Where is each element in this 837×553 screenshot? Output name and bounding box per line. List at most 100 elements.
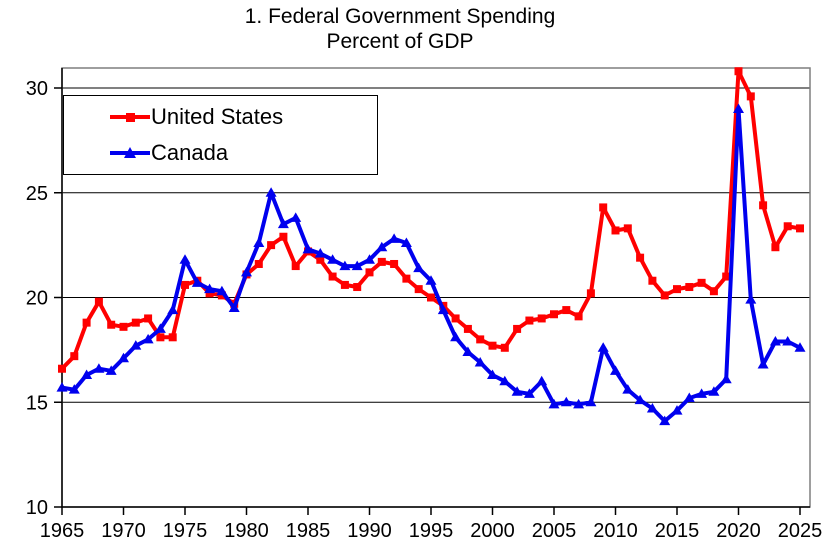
x-tick-label-1995: 1995: [409, 520, 454, 542]
x-tick-label-2025: 2025: [778, 520, 823, 542]
us-marker-1983: [279, 232, 288, 241]
canada-marker-2005: [548, 398, 560, 409]
us-marker-2015: [673, 285, 681, 294]
canada-marker-1979: [228, 302, 240, 312]
canada-marker-2021: [745, 294, 757, 304]
us-series-marker-icon: [110, 107, 150, 127]
canada-marker-2008: [585, 396, 597, 407]
canada-marker-2002: [511, 386, 523, 396]
canada-marker-2006: [560, 396, 572, 407]
us-marker-2001: [500, 343, 509, 352]
canada-marker-2003: [523, 388, 535, 398]
us-marker-1995: [427, 293, 435, 302]
canada-marker-2011: [622, 384, 634, 394]
legend-item-united-states: United States: [64, 99, 377, 135]
canada-marker-1971: [130, 340, 142, 350]
canada-marker-2023: [769, 335, 781, 346]
canada-marker-2009: [597, 342, 609, 352]
canada-marker-1980: [241, 266, 252, 277]
y-tick-label-15: 15: [26, 392, 48, 414]
canada-marker-1996: [437, 304, 449, 315]
us-marker-1989: [353, 283, 362, 292]
canada-marker-1969: [105, 365, 117, 375]
x-tick-label-1975: 1975: [163, 520, 208, 542]
canada-marker-1972: [142, 333, 154, 344]
canada-marker-2013: [646, 403, 658, 413]
us-marker-1977: [205, 289, 214, 298]
us-marker-2017: [697, 278, 706, 287]
us-marker-1998: [463, 324, 472, 333]
y-tick-label-10: 10: [26, 497, 48, 519]
us-marker-2025: [796, 224, 804, 233]
legend-label-canada: Canada: [151, 140, 229, 165]
us-marker-2005: [550, 310, 558, 319]
x-tick-label-1985: 1985: [286, 520, 331, 542]
us-marker-1971: [131, 318, 140, 327]
canada-marker-1997: [450, 331, 462, 342]
us-marker-1978: [217, 291, 226, 300]
canada-marker-2017: [696, 388, 708, 398]
us-marker-2020: [734, 67, 743, 76]
canada-marker-1989: [351, 260, 363, 271]
legend-item-canada: Canada: [64, 135, 377, 171]
canada-marker-2020: [733, 103, 744, 113]
canada-marker-2004: [536, 375, 548, 386]
canada-marker-2018: [708, 386, 720, 396]
us-marker-1975: [181, 280, 189, 289]
canada-marker-1999: [474, 356, 486, 367]
us-marker-1984: [291, 262, 300, 271]
canada-marker-1965: [56, 382, 68, 392]
us-marker-2004: [537, 314, 546, 323]
us-marker-2007: [574, 312, 583, 321]
canada-marker-1987: [327, 254, 339, 264]
us-marker-2003: [525, 316, 534, 325]
x-tick-label-1990: 1990: [347, 520, 392, 542]
canada-marker-1984: [290, 212, 302, 222]
canada-marker-1993: [400, 237, 412, 248]
us-marker-1981: [254, 259, 263, 268]
us-marker-1994: [414, 285, 423, 294]
us-marker-1974: [168, 333, 177, 342]
canada-marker-2010: [610, 365, 621, 375]
chart-subtitle: Percent of GDP: [326, 30, 474, 53]
y-tick-label-30: 30: [26, 78, 48, 100]
x-tick-label-1980: 1980: [224, 520, 269, 542]
us-marker-2000: [488, 341, 497, 350]
canada-marker-1994: [413, 262, 425, 273]
canada-marker-1970: [118, 352, 129, 363]
canada-marker-1966: [68, 384, 80, 394]
canada-series-marker-icon: [110, 143, 150, 163]
us-marker-1999: [476, 335, 485, 344]
x-tick-label-2010: 2010: [593, 520, 638, 542]
canada-marker-1992: [388, 233, 400, 243]
x-tick-label-2020: 2020: [716, 520, 761, 542]
us-marker-2008: [586, 289, 595, 298]
canada-marker-1988: [339, 260, 351, 271]
canada-marker-1991: [376, 241, 388, 252]
canada-marker-1977: [204, 283, 216, 294]
x-tick-label-1965: 1965: [40, 520, 85, 542]
canada-marker-1985: [302, 243, 314, 254]
us-marker-2019: [722, 272, 731, 281]
us-marker-1986: [316, 255, 325, 264]
canada-marker-1982: [265, 187, 277, 197]
us-marker-2023: [771, 243, 780, 252]
us-marker-1992: [390, 259, 399, 268]
chart-title: 1. Federal Government Spending: [244, 5, 556, 28]
canada-marker-2000: [487, 369, 498, 380]
us-marker-1990: [365, 268, 374, 277]
x-tick-label-1970: 1970: [101, 520, 146, 542]
canada-marker-2012: [634, 394, 646, 405]
us-marker-2012: [636, 253, 645, 262]
us-marker-1988: [340, 280, 349, 289]
y-tick-label-20: 20: [26, 288, 48, 310]
canada-marker-1978: [216, 285, 228, 296]
canada-marker-2022: [757, 359, 769, 369]
us-marker-2013: [648, 276, 657, 285]
canada-marker-1967: [81, 369, 93, 380]
us-marker-1967: [82, 318, 91, 327]
us-marker-1997: [451, 314, 460, 323]
canada-marker-1968: [93, 363, 105, 373]
legend-label-united-states: United States: [151, 104, 284, 129]
